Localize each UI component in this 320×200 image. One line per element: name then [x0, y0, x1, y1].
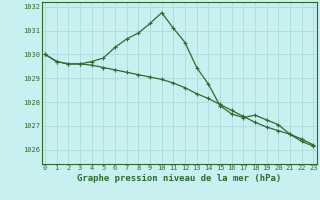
X-axis label: Graphe pression niveau de la mer (hPa): Graphe pression niveau de la mer (hPa): [77, 174, 281, 183]
